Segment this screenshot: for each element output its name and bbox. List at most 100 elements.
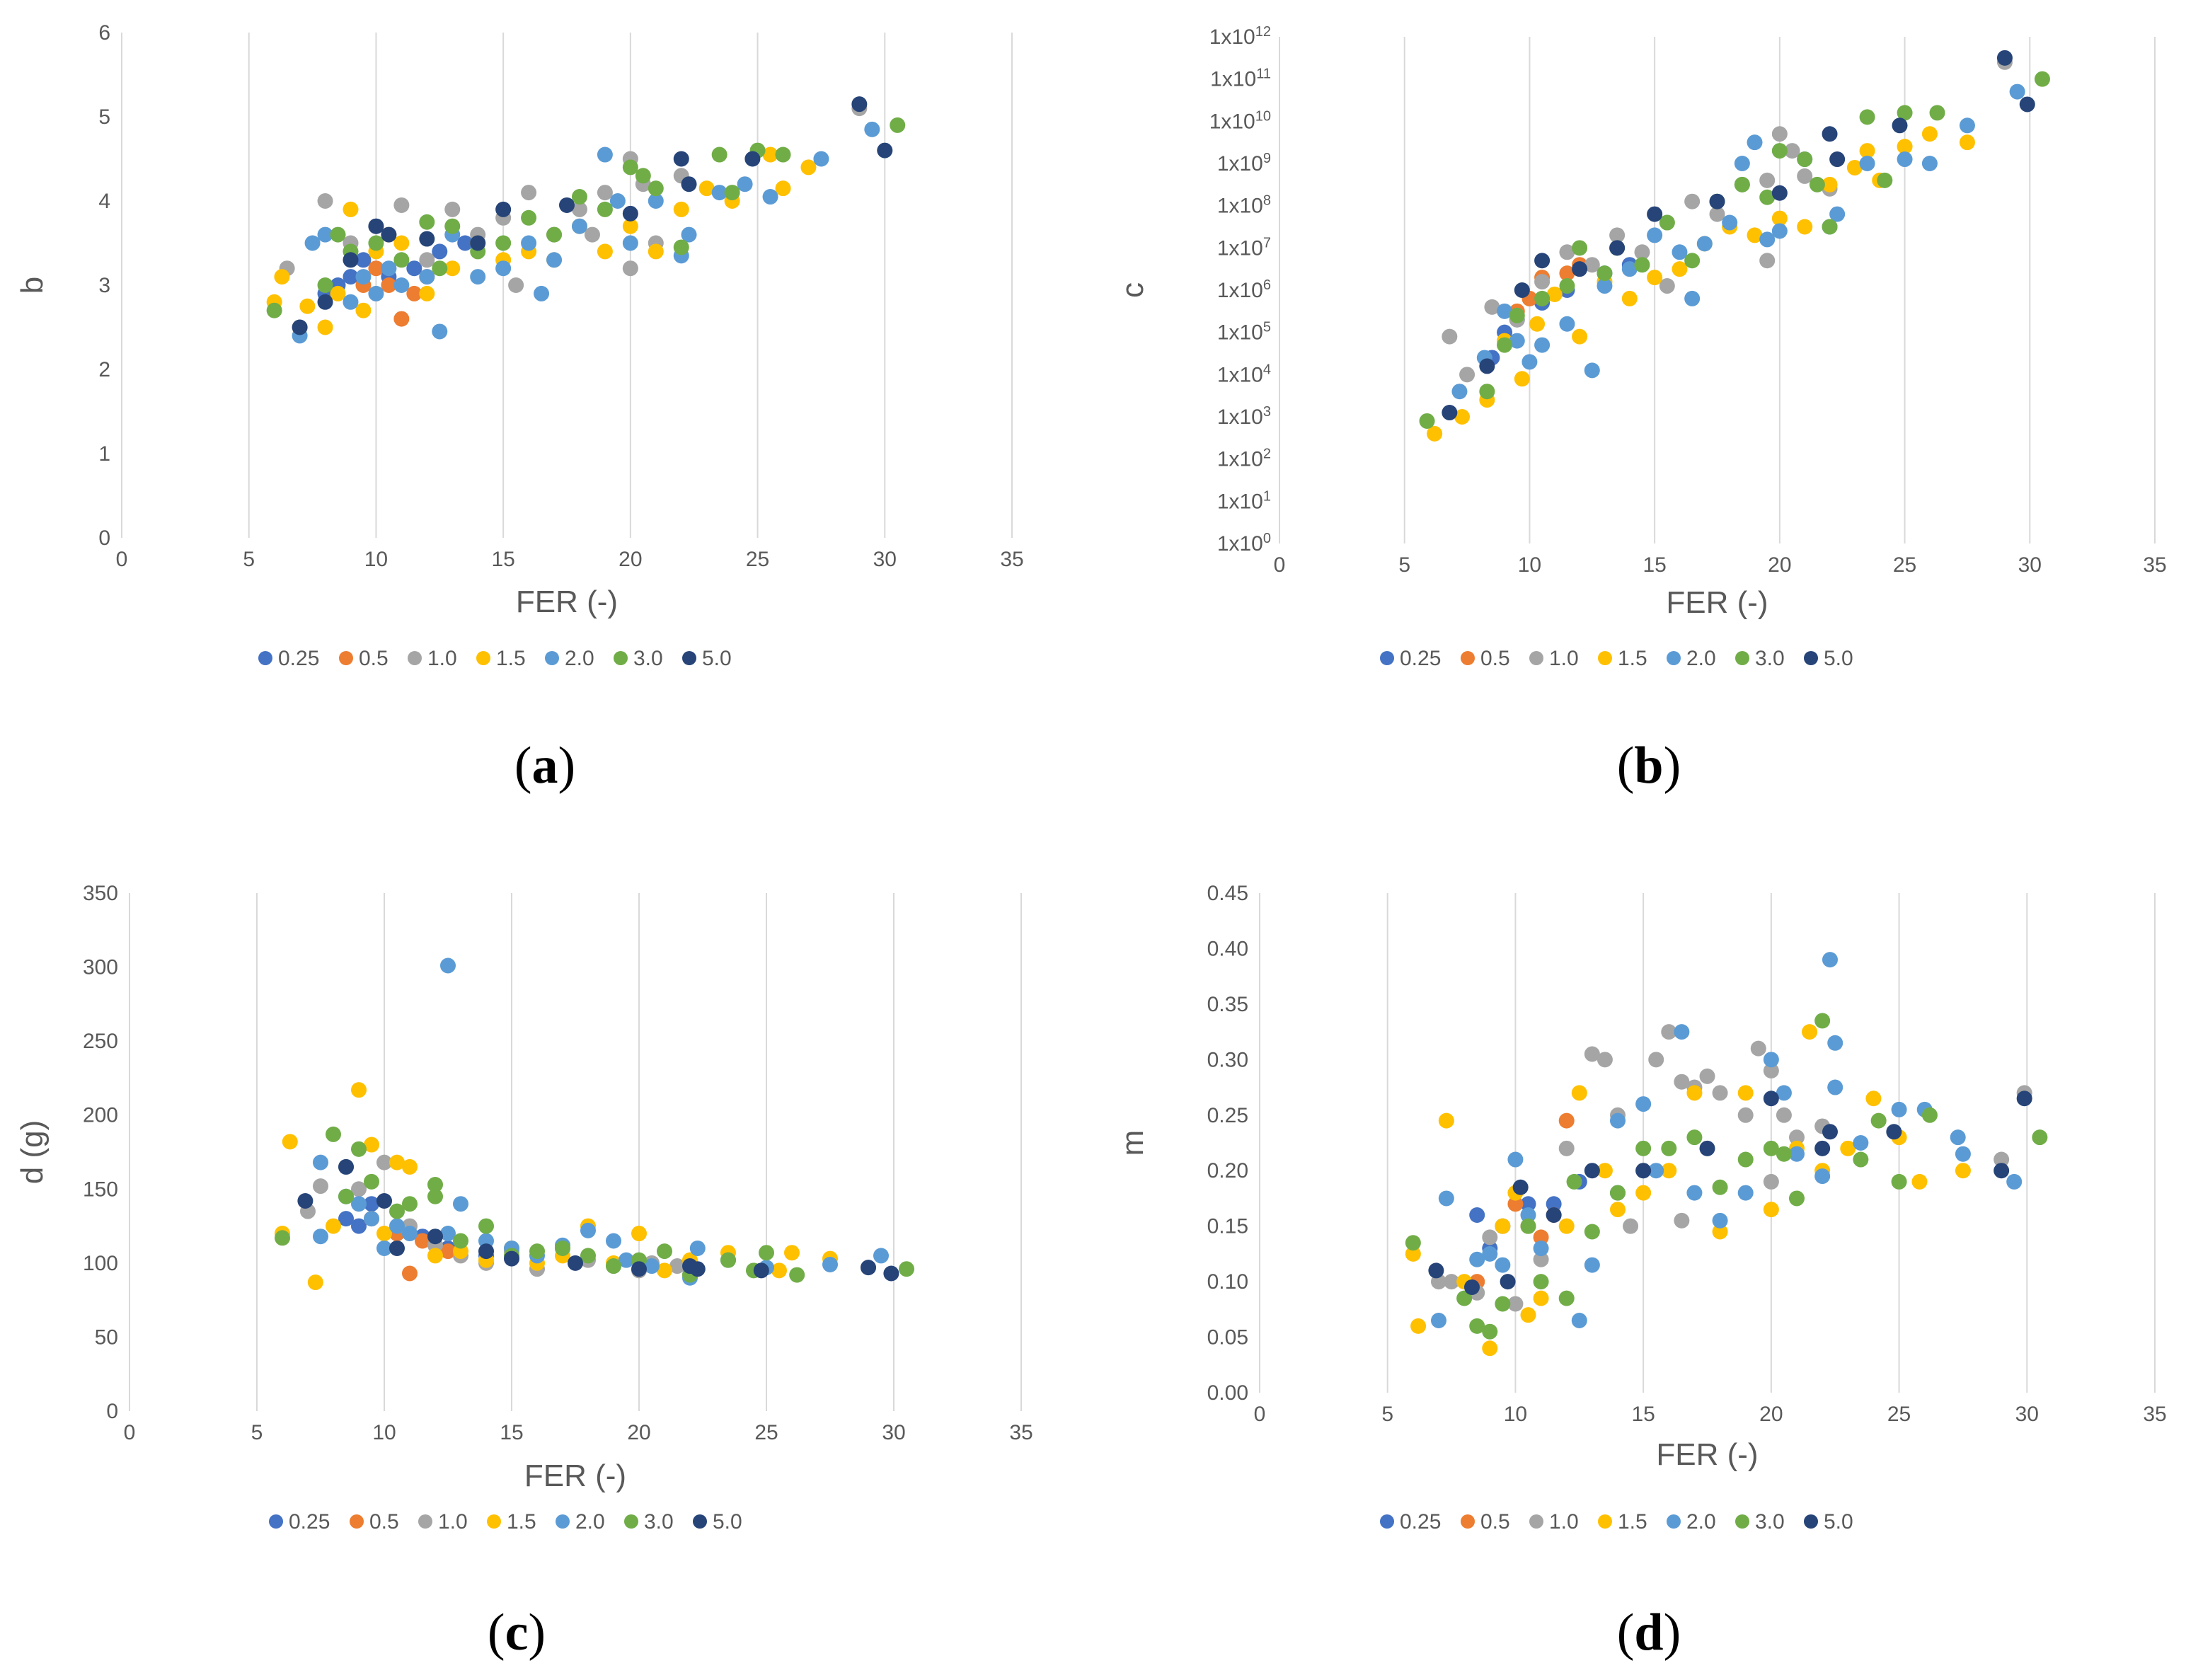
- data-point: [307, 1275, 323, 1291]
- legend-label: 0.25: [1400, 1510, 1441, 1534]
- data-point: [275, 1230, 290, 1246]
- y-tick-label: 1x106: [1217, 277, 1271, 302]
- data-point: [1661, 1140, 1677, 1156]
- data-point: [282, 1134, 298, 1150]
- data-point: [1635, 1163, 1652, 1179]
- data-point: [1635, 1140, 1652, 1156]
- data-point: [1771, 126, 1788, 142]
- legend-label: 3.0: [1755, 647, 1785, 670]
- legend-marker: [1529, 651, 1543, 665]
- legend-label: 5.0: [713, 1510, 742, 1534]
- data-point: [822, 1256, 838, 1272]
- chart-panel-c: 0 5 10 15 20 25 30 35 0 50 100 150 200 250 300 350 FER (…: [0, 863, 1093, 1571]
- y-tick-label: 0.30: [1207, 1048, 1248, 1071]
- data-point: [368, 285, 384, 301]
- data-point: [1534, 290, 1551, 306]
- data-point: [1822, 1124, 1838, 1140]
- y-axis-title: m: [1115, 1130, 1150, 1156]
- data-point: [343, 201, 359, 217]
- legend-marker: [476, 651, 490, 665]
- y-tick-label: 0: [98, 527, 110, 550]
- data-point: [1886, 1124, 1902, 1140]
- data-point: [1759, 172, 1776, 188]
- data-point: [355, 252, 372, 268]
- data-point: [1647, 206, 1663, 222]
- data-point: [457, 235, 473, 251]
- y-tick-label: 0.20: [1207, 1159, 1248, 1183]
- data-point: [1921, 1107, 1938, 1123]
- data-point: [292, 319, 308, 335]
- y-tick-label: 1x102: [1217, 447, 1271, 471]
- data-point: [1459, 367, 1475, 383]
- data-point: [440, 957, 456, 974]
- data-point: [1709, 193, 1725, 209]
- data-point: [1520, 1196, 1536, 1212]
- data-point: [376, 1226, 392, 1242]
- legend-marker: [1529, 1514, 1543, 1529]
- data-point: [1507, 1296, 1524, 1312]
- data-point: [1647, 270, 1663, 286]
- series-3.0: [1405, 1013, 2048, 1340]
- data-point: [644, 1258, 660, 1275]
- data-point: [762, 146, 778, 163]
- x-tick-label: 35: [1000, 548, 1023, 571]
- data-point: [2019, 96, 2035, 113]
- data-point: [759, 1245, 774, 1261]
- data-point: [1533, 1229, 1549, 1245]
- data-point: [343, 294, 359, 310]
- data-point: [1853, 1151, 1869, 1168]
- legend-label: 3.0: [633, 647, 663, 670]
- legend-marker: [1461, 1514, 1475, 1529]
- x-tick-label: 5: [243, 548, 255, 571]
- data-point: [1737, 1107, 1754, 1123]
- data-point: [1454, 409, 1471, 425]
- data-point: [313, 1178, 328, 1195]
- y-tick-label: 1x1010: [1209, 108, 1271, 133]
- data-point: [1771, 210, 1788, 226]
- data-point: [1534, 253, 1551, 269]
- data-point: [355, 269, 372, 285]
- data-point: [1529, 316, 1546, 332]
- x-tick-label: 5: [1398, 553, 1410, 577]
- data-point: [2032, 1129, 2048, 1146]
- x-tick-label: 25: [754, 1421, 778, 1444]
- y-axis-title: c: [1115, 282, 1150, 298]
- data-point: [1822, 952, 1838, 968]
- data-point: [622, 235, 638, 251]
- data-point: [899, 1261, 914, 1277]
- data-point: [1469, 1207, 1485, 1223]
- x-tick-label: 0: [1254, 1403, 1266, 1426]
- data-point: [1559, 278, 1575, 294]
- legend-label: 3.0: [644, 1510, 674, 1534]
- data-point: [1870, 1112, 1887, 1129]
- series-2.0: [292, 121, 880, 344]
- series-3.0: [266, 117, 906, 318]
- data-point: [427, 1248, 443, 1264]
- data-point: [317, 277, 333, 293]
- data-point: [1647, 227, 1663, 243]
- x-tick-label: 15: [1643, 553, 1666, 577]
- legend-label: 1.5: [496, 647, 526, 670]
- data-point: [1699, 1068, 1715, 1084]
- y-tick-label: 0.10: [1207, 1270, 1248, 1294]
- data-point: [304, 235, 321, 251]
- legend-marker: [339, 651, 353, 665]
- data-point: [1865, 1091, 1882, 1107]
- y-tick-label: 1x105: [1217, 320, 1271, 345]
- caption-c: (c): [487, 1604, 546, 1662]
- data-point: [1859, 109, 1875, 125]
- data-point: [1609, 227, 1626, 243]
- y-axis-title: d (g): [15, 1120, 50, 1184]
- legend-label: 1.0: [1549, 647, 1579, 670]
- data-point: [1996, 50, 2013, 66]
- legend-marker: [1380, 651, 1394, 665]
- data-point: [381, 226, 397, 243]
- legend-label: 0.5: [369, 1510, 399, 1534]
- data-point: [1921, 156, 1938, 171]
- data-point: [657, 1243, 672, 1260]
- data-point: [376, 1240, 392, 1256]
- x-tick-label: 0: [116, 548, 128, 571]
- data-point: [1431, 1313, 1446, 1329]
- data-point: [1609, 240, 1626, 256]
- x-tick-label: 5: [1381, 1403, 1393, 1426]
